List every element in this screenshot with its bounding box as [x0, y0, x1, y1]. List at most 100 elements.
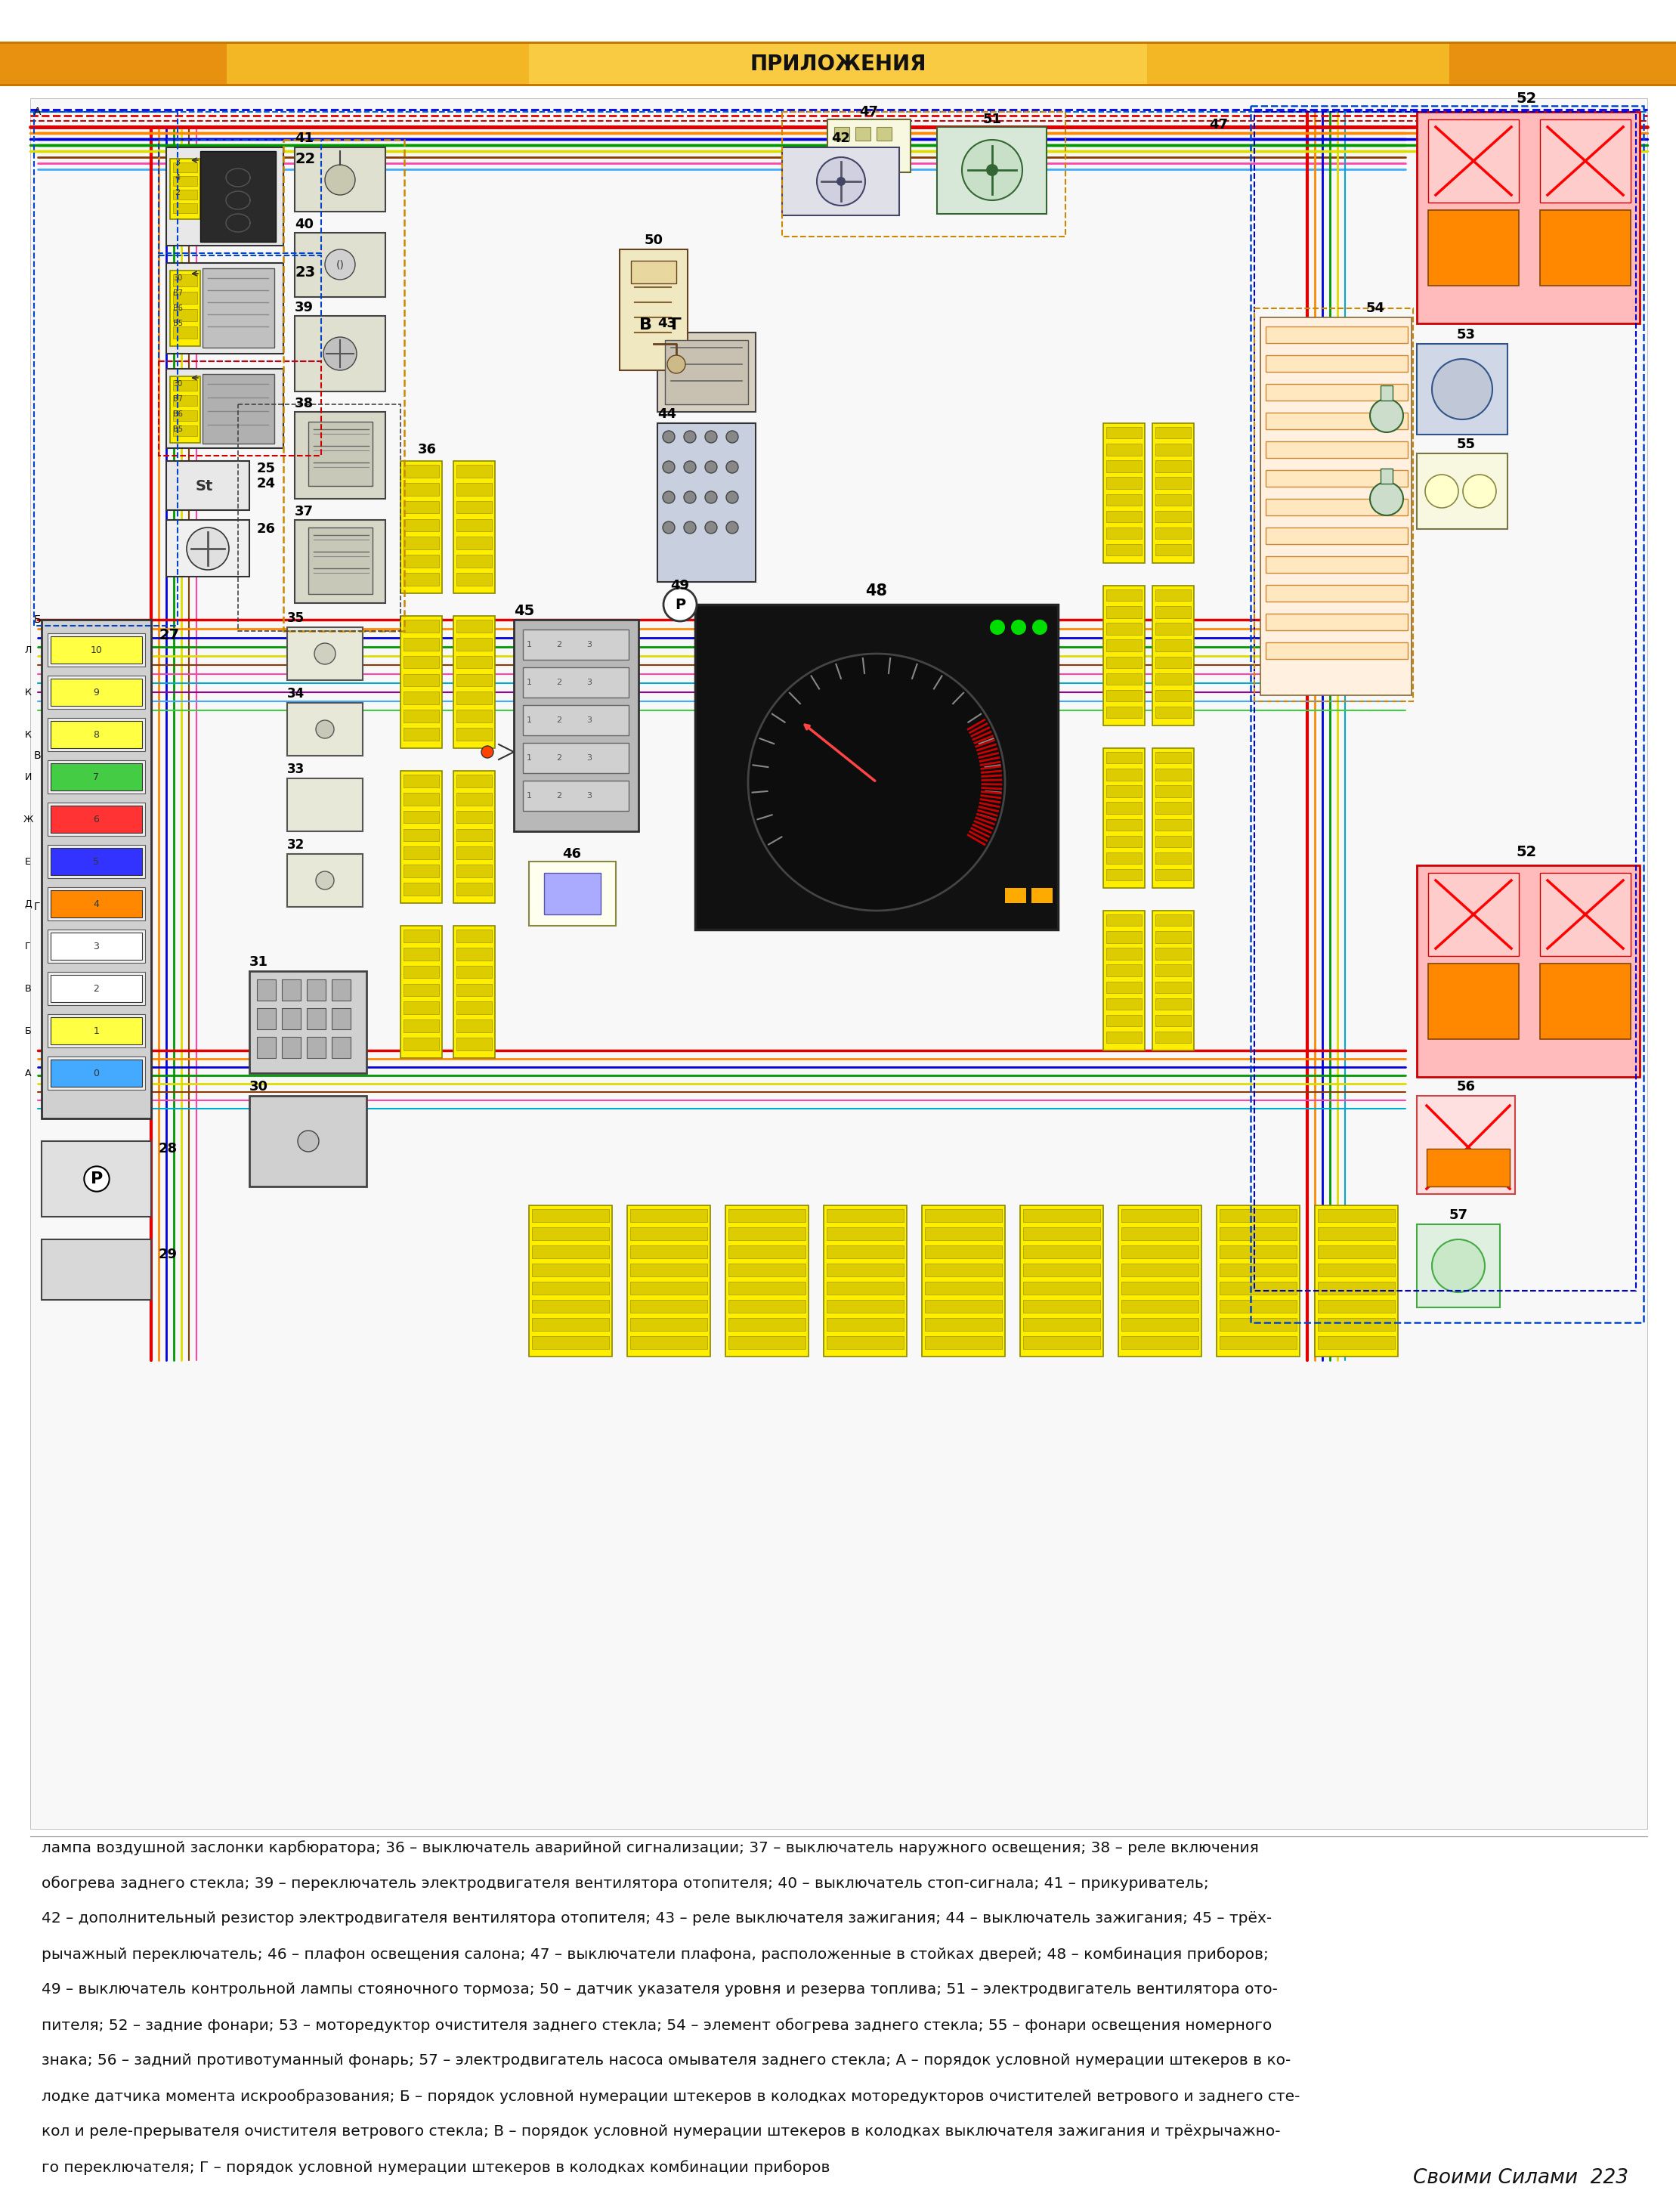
- Text: В6: В6: [173, 305, 183, 312]
- Bar: [159, 254, 322, 361]
- Bar: [1103, 586, 1145, 726]
- Bar: [1317, 1301, 1394, 1312]
- Text: А: А: [25, 1068, 32, 1077]
- Bar: [454, 615, 494, 748]
- Text: 6: 6: [94, 814, 99, 825]
- Bar: [47, 1057, 146, 1091]
- Text: Е: Е: [25, 856, 30, 867]
- Text: 49 – выключатель контрольной лампы стояночного тормоза; 50 – датчик указателя ур: 49 – выключатель контрольной лампы стоян…: [42, 1982, 1277, 1997]
- Bar: [404, 637, 439, 650]
- Text: 35: 35: [287, 611, 305, 626]
- Circle shape: [1369, 482, 1403, 515]
- Circle shape: [1369, 398, 1403, 431]
- Bar: [1106, 964, 1141, 975]
- Text: 3: 3: [94, 942, 99, 951]
- Bar: [1106, 624, 1141, 635]
- Bar: [50, 975, 142, 1002]
- Bar: [1317, 1228, 1394, 1241]
- Bar: [456, 637, 493, 650]
- Bar: [287, 703, 362, 757]
- Bar: [523, 706, 628, 734]
- Text: А: А: [34, 106, 42, 117]
- Bar: [1254, 307, 1413, 701]
- Bar: [404, 792, 439, 805]
- Bar: [1540, 874, 1631, 956]
- Text: 3: 3: [587, 679, 592, 686]
- Circle shape: [985, 164, 999, 177]
- Circle shape: [684, 522, 696, 533]
- Bar: [835, 126, 850, 142]
- Bar: [1155, 998, 1192, 1009]
- Text: В: В: [640, 316, 652, 332]
- Bar: [877, 126, 892, 142]
- Text: 39: 39: [295, 301, 313, 314]
- Bar: [404, 847, 439, 858]
- Bar: [1106, 836, 1141, 847]
- Bar: [1220, 1245, 1297, 1259]
- Bar: [826, 1301, 903, 1312]
- Bar: [1106, 445, 1141, 456]
- Bar: [308, 526, 372, 595]
- Text: Б: Б: [34, 615, 42, 626]
- Text: (): (): [335, 259, 344, 270]
- Bar: [0, 44, 1676, 84]
- Bar: [1106, 931, 1141, 942]
- Circle shape: [667, 356, 685, 374]
- Bar: [823, 1206, 907, 1356]
- Bar: [456, 883, 493, 896]
- Bar: [50, 1060, 142, 1086]
- Bar: [456, 830, 493, 841]
- Bar: [1155, 606, 1192, 617]
- Bar: [1106, 914, 1141, 927]
- Bar: [47, 971, 146, 1004]
- Bar: [925, 1318, 1002, 1332]
- Text: Г: Г: [34, 902, 40, 911]
- Bar: [401, 460, 442, 593]
- Bar: [1220, 1228, 1297, 1241]
- Circle shape: [1431, 358, 1492, 420]
- Bar: [1314, 1206, 1398, 1356]
- Bar: [1022, 1245, 1099, 1259]
- Bar: [1106, 1031, 1141, 1044]
- Bar: [1317, 1210, 1394, 1221]
- Bar: [34, 113, 178, 626]
- Bar: [1540, 210, 1631, 285]
- Bar: [1220, 1281, 1297, 1294]
- Bar: [456, 619, 493, 633]
- Bar: [404, 520, 439, 531]
- Bar: [404, 774, 439, 787]
- Text: 37: 37: [295, 504, 313, 518]
- Text: Р: Р: [91, 1172, 102, 1186]
- Bar: [1022, 1263, 1099, 1276]
- Bar: [169, 159, 199, 219]
- Bar: [456, 1002, 493, 1015]
- Bar: [404, 465, 439, 478]
- Bar: [456, 573, 493, 586]
- Bar: [523, 630, 628, 659]
- Bar: [1121, 1245, 1198, 1259]
- Text: 51: 51: [982, 113, 1002, 126]
- Bar: [1106, 526, 1141, 540]
- Bar: [531, 1245, 608, 1259]
- Bar: [826, 1245, 903, 1259]
- Bar: [630, 1245, 707, 1259]
- Bar: [1381, 385, 1393, 400]
- Bar: [401, 927, 442, 1057]
- Bar: [1155, 624, 1192, 635]
- Bar: [1381, 469, 1393, 484]
- Bar: [50, 805, 142, 832]
- Bar: [1106, 998, 1141, 1009]
- Bar: [1106, 768, 1141, 781]
- Bar: [1106, 949, 1141, 960]
- Bar: [50, 1018, 142, 1044]
- Bar: [404, 967, 439, 978]
- Bar: [1106, 1015, 1141, 1026]
- Bar: [1317, 1245, 1394, 1259]
- Text: 2: 2: [94, 984, 99, 993]
- Bar: [1106, 478, 1141, 489]
- Text: 9: 9: [94, 688, 99, 697]
- Bar: [1121, 1228, 1198, 1241]
- Bar: [456, 967, 493, 978]
- Bar: [308, 422, 372, 487]
- Circle shape: [315, 872, 334, 889]
